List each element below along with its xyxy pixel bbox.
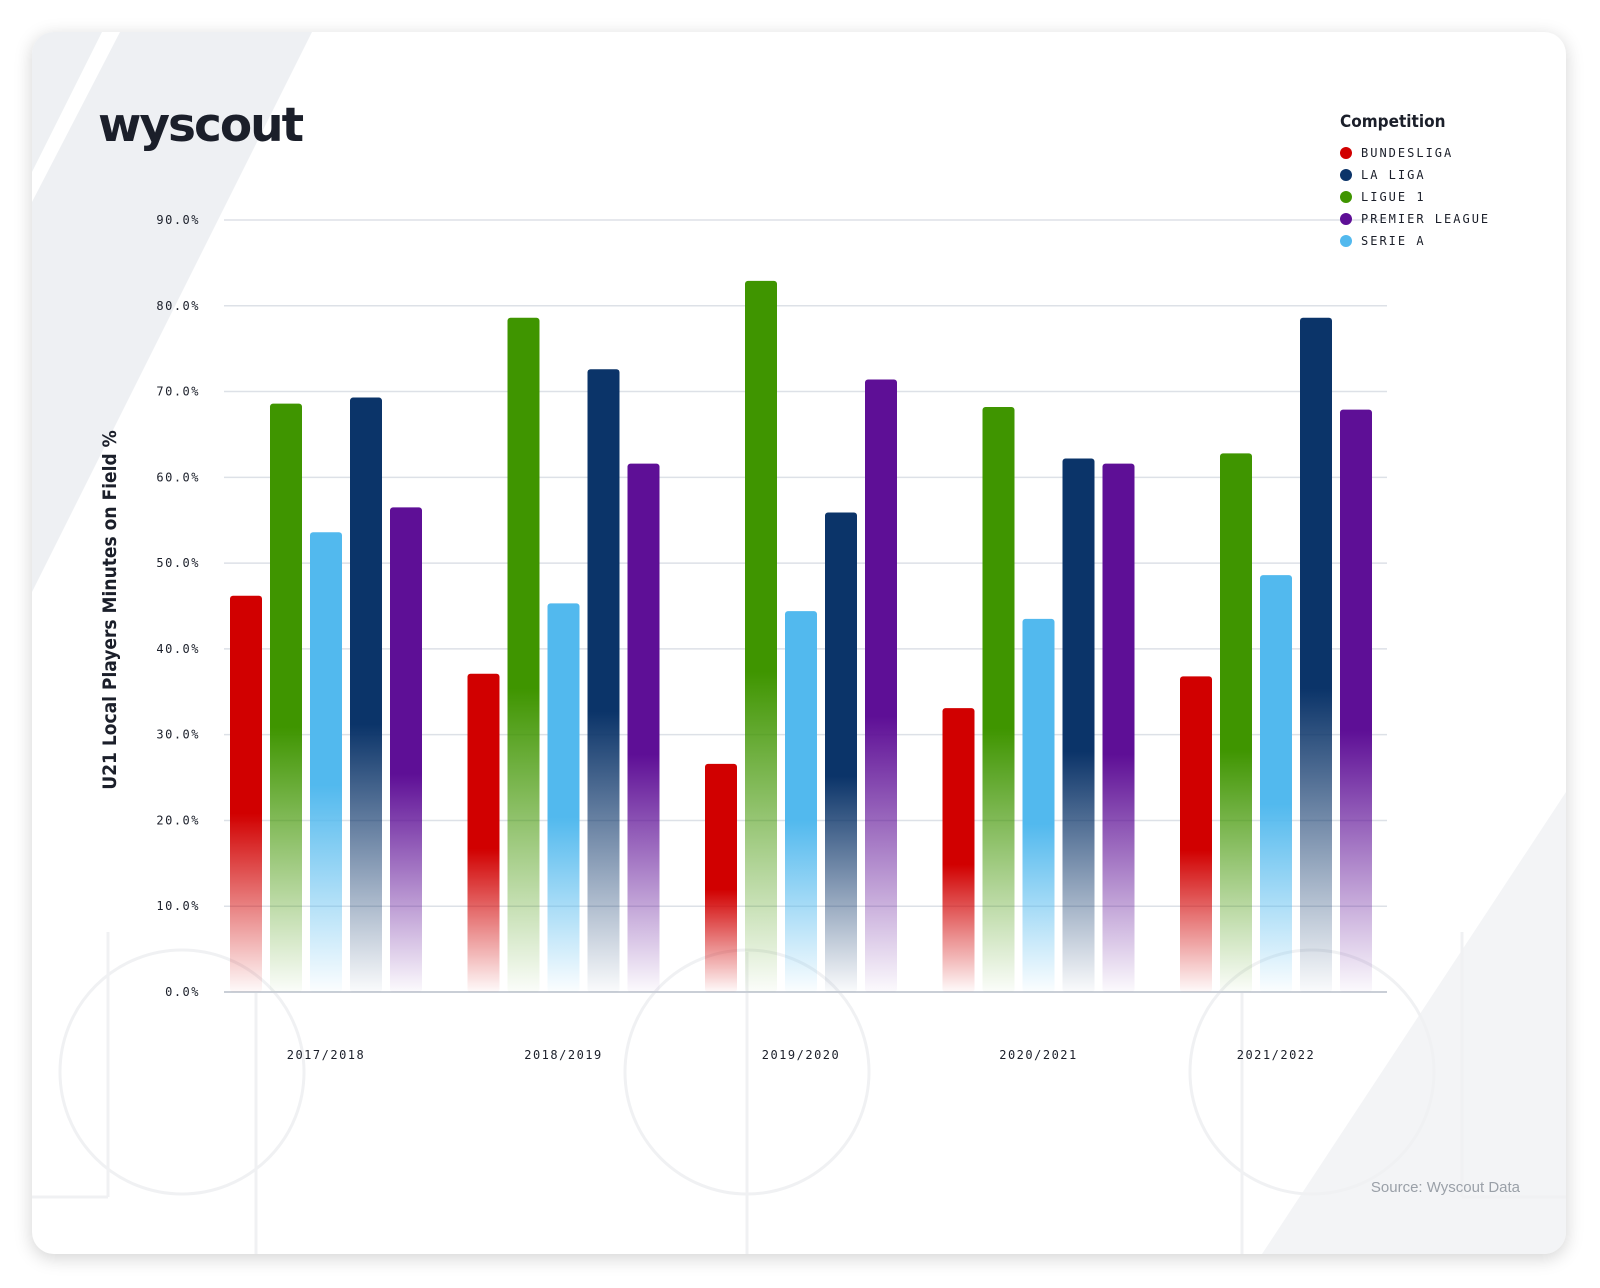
legend: Competition BUNDESLIGA LA LIGA LIGUE 1 P… <box>1340 112 1490 252</box>
x-tick-label: 2020/2021 <box>999 1048 1078 1062</box>
bar-premier-league-2020-2021 <box>1102 463 1135 992</box>
x-tick-label: 2018/2019 <box>524 1048 603 1062</box>
bar-bundesliga-2017-2018 <box>230 595 262 992</box>
bar-la-liga-2019-2020 <box>825 512 857 992</box>
y-tick-label: 80.0% <box>156 299 200 313</box>
legend-item-bundesliga: BUNDESLIGA <box>1340 142 1490 164</box>
y-tick-label: 50.0% <box>156 556 200 570</box>
bar-la-liga-2020-2021 <box>1062 458 1095 992</box>
bar-bundesliga-2020-2021 <box>942 708 975 992</box>
bar-chart: 0.0% 10.0% 20.0% 30.0% 40.0% 50.0% 60.0% 70.0% 8… <box>99 213 1387 1062</box>
bar-la-liga-2018-2019 <box>587 369 620 993</box>
bar-la-liga-2021-2022 <box>1300 317 1332 993</box>
bar-ligue-1-2019-2020 <box>745 280 777 992</box>
y-tick-label: 70.0% <box>156 385 200 399</box>
bar-ligue-1-2020-2021 <box>982 406 1015 992</box>
source-note: Source: Wyscout Data <box>1370 1179 1520 1196</box>
bar-la-liga-2017-2018 <box>350 397 382 992</box>
legend-title: Competition <box>1340 112 1446 132</box>
legend-item-ligue-1: LIGUE 1 <box>1340 186 1490 208</box>
y-axis-label: U21 Local Players Minutes on Field % <box>99 430 121 790</box>
bar-premier-league-2019-2020 <box>865 379 897 993</box>
x-tick-label: 2021/2022 <box>1237 1048 1316 1062</box>
y-tick-label: 0.0% <box>165 985 200 999</box>
bar-serie-a-2017-2018 <box>310 532 342 992</box>
y-tick-label: 60.0% <box>156 470 200 484</box>
bar-premier-league-2017-2018 <box>390 507 422 992</box>
legend-item-la-liga: LA LIGA <box>1340 164 1490 186</box>
bar-serie-a-2018-2019 <box>547 603 580 992</box>
background-pattern <box>32 32 1566 1254</box>
y-tick-label: 40.0% <box>156 642 200 656</box>
bar-bundesliga-2021-2022 <box>1180 676 1212 992</box>
bar-ligue-1-2018-2019 <box>507 317 540 993</box>
legend-label: BUNDESLIGA <box>1361 146 1454 160</box>
bar-ligue-1-2017-2018 <box>270 403 302 992</box>
y-tick-label: 10.0% <box>156 899 200 913</box>
legend-dot-icon <box>1340 235 1352 247</box>
legend-dot-icon <box>1340 213 1352 225</box>
legend-label: LA LIGA <box>1361 168 1426 182</box>
legend-dot-icon <box>1340 169 1352 181</box>
legend-dot-icon <box>1340 191 1352 203</box>
chart-card: wyscout 0.0% 10.0% 20.0% 30.0% 40.0% 50.0% 60.… <box>32 32 1566 1254</box>
y-tick-label: 20.0% <box>156 813 200 827</box>
bar-serie-a-2020-2021 <box>1022 618 1055 992</box>
wyscout-logo: wyscout <box>98 98 304 153</box>
legend-label: PREMIER LEAGUE <box>1361 212 1491 226</box>
bar-bundesliga-2018-2019 <box>467 673 500 992</box>
bar-premier-league-2018-2019 <box>627 463 660 992</box>
y-tick-label: 30.0% <box>156 728 200 742</box>
bar-premier-league-2021-2022 <box>1340 409 1372 993</box>
bar-bundesliga-2019-2020 <box>705 763 737 992</box>
bar-serie-a-2021-2022 <box>1260 575 1292 992</box>
bar-serie-a-2019-2020 <box>785 611 817 992</box>
legend-item-serie-a: SERIE A <box>1340 230 1490 252</box>
legend-label: LIGUE 1 <box>1361 190 1426 204</box>
y-tick-label: 90.0% <box>156 213 200 227</box>
legend-dot-icon <box>1340 147 1352 159</box>
x-tick-label: 2019/2020 <box>762 1048 841 1062</box>
bar-ligue-1-2021-2022 <box>1220 453 1252 992</box>
legend-label: SERIE A <box>1361 234 1426 248</box>
x-tick-label: 2017/2018 <box>287 1048 366 1062</box>
legend-item-premier-league: PREMIER LEAGUE <box>1340 208 1490 230</box>
